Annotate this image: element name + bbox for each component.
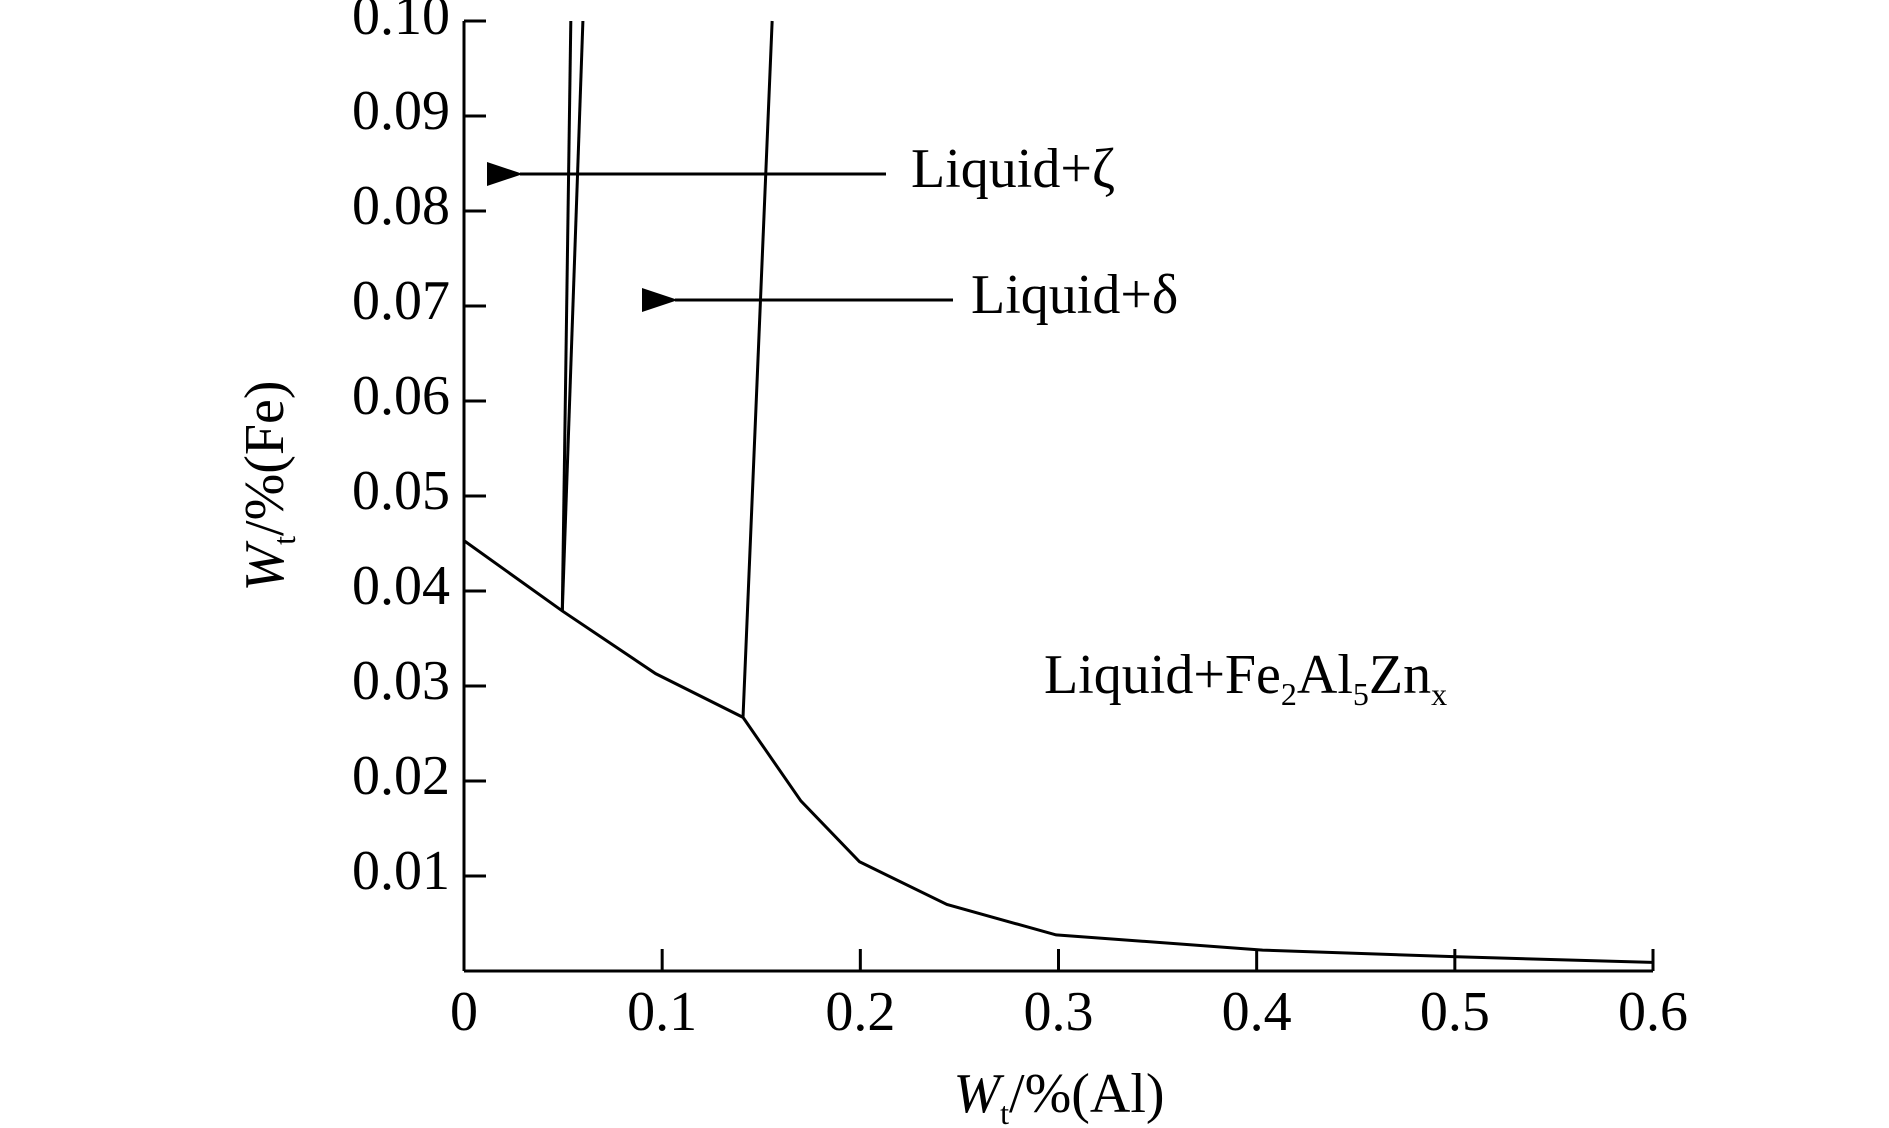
phase-boundary — [741, 20, 774, 718]
x-tick-label: 0.1 — [627, 981, 697, 1043]
text-part: Zn — [1369, 644, 1431, 706]
y-axis-label: Wt/%(Fe) — [234, 380, 303, 591]
phase-boundary — [560, 20, 573, 611]
y-tick-label: 0.02 — [352, 745, 450, 807]
phase-boundary — [463, 539, 1654, 964]
text-part: W — [953, 1063, 1004, 1125]
text-part: Al — [1297, 644, 1353, 706]
x-tick-label: 0.4 — [1222, 981, 1292, 1043]
text-part: Liquid+ζ — [911, 138, 1115, 200]
y-tick-label: 0.07 — [352, 270, 450, 332]
subscript: t — [266, 536, 302, 545]
subscript: 5 — [1353, 676, 1369, 712]
x-tick-label: 0 — [450, 981, 478, 1043]
y-tick-label: 0.04 — [352, 555, 450, 617]
y-tick-label: 0.10 — [352, 0, 450, 47]
y-tick-label: 0.06 — [352, 365, 450, 427]
subscript: 2 — [1281, 676, 1297, 712]
annotation: Liquid+ζ — [911, 138, 1115, 200]
y-tick-label: 0.01 — [352, 840, 450, 902]
y-tick-label: 0.08 — [352, 175, 450, 237]
text-part: /%(Fe) — [234, 380, 296, 536]
text-part: Liquid+Fe — [1044, 644, 1281, 706]
x-tick-label: 0.2 — [825, 981, 895, 1043]
subscript: t — [1000, 1095, 1009, 1128]
phase-boundary — [560, 20, 585, 612]
annotation: Liquid+Fe2Al5Znx — [1044, 644, 1447, 713]
x-tick-label: 0.3 — [1024, 981, 1094, 1043]
x-tick-label: 0.6 — [1618, 981, 1688, 1043]
y-tick-label: 0.09 — [352, 80, 450, 142]
x-axis-label: Wt/%(Al) — [953, 1063, 1164, 1128]
subscript: x — [1431, 676, 1447, 712]
y-tick-label: 0.03 — [352, 650, 450, 712]
y-tick-label: 0.05 — [352, 460, 450, 522]
annotation: Liquid+δ — [971, 264, 1178, 326]
text-part: /%(Al) — [1009, 1063, 1165, 1125]
text-part: Liquid+δ — [971, 264, 1178, 326]
x-tick-label: 0.5 — [1420, 981, 1490, 1043]
text-part: W — [234, 541, 296, 592]
